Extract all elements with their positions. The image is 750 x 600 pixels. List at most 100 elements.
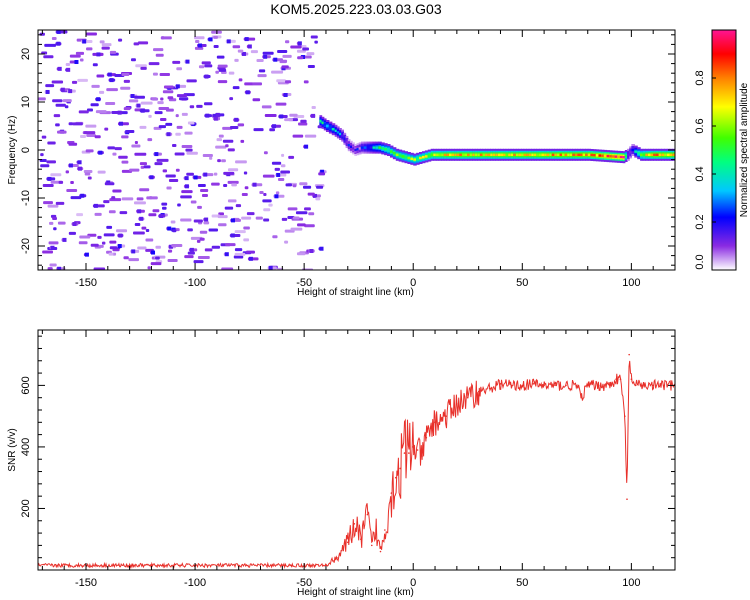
noise-speckle: [218, 68, 227, 72]
noise-speckle: [136, 197, 144, 201]
signal-peak: [528, 153, 532, 156]
noise-speckle: [165, 122, 173, 126]
signal-peak: [669, 153, 673, 156]
noise-speckle: [180, 195, 192, 199]
noise-speckle: [290, 227, 303, 231]
noise-speckle: [259, 191, 264, 195]
noise-speckle-strong: [319, 246, 324, 251]
signal-peak: [325, 124, 330, 128]
noise-speckle: [172, 60, 181, 64]
noise-speckle: [134, 95, 145, 99]
noise-speckle-strong: [241, 51, 246, 56]
noise-speckle: [194, 46, 204, 50]
noise-speckle-strong: [77, 166, 82, 171]
noise-speckle-strong: [203, 172, 208, 177]
signal-peak: [387, 148, 391, 152]
noise-speckle: [296, 252, 306, 256]
noise-speckle: [238, 78, 243, 82]
noise-speckle: [62, 99, 72, 103]
noise-speckle: [140, 101, 153, 105]
noise-speckle: [121, 135, 129, 139]
noise-speckle-strong: [175, 84, 180, 89]
snr-ytick-label: 400: [20, 438, 32, 456]
noise-speckle: [217, 159, 221, 163]
noise-speckle-strong: [224, 252, 229, 257]
noise-speckle: [304, 207, 311, 211]
noise-speckle: [232, 86, 240, 90]
noise-speckle-strong: [297, 41, 302, 46]
noise-speckle-strong: [149, 175, 154, 180]
signal-peak: [521, 153, 525, 156]
snr-data-point: [532, 383, 535, 385]
noise-speckle: [201, 61, 211, 65]
signal-peak: [595, 154, 600, 157]
noise-speckle: [288, 155, 295, 159]
spectrogram-xtick-label: -100: [184, 277, 206, 289]
noise-speckle: [275, 102, 287, 106]
noise-speckle-strong: [198, 43, 203, 48]
signal-peak: [601, 154, 605, 157]
noise-speckle: [194, 36, 205, 40]
noise-speckle: [160, 97, 164, 101]
noise-speckle: [175, 132, 181, 136]
noise-speckle: [79, 58, 84, 62]
snr-xtick-label: -150: [75, 577, 97, 589]
noise-speckle: [306, 52, 315, 56]
noise-speckle: [234, 230, 246, 234]
noise-speckle: [43, 55, 54, 59]
noise-speckle: [264, 114, 277, 118]
noise-speckle: [57, 130, 67, 134]
noise-speckle: [304, 134, 317, 138]
noise-speckle: [96, 74, 105, 78]
noise-speckle-strong: [167, 226, 172, 231]
signal-peak: [469, 153, 473, 156]
noise-speckle: [154, 111, 163, 115]
noise-speckle-strong: [137, 209, 142, 214]
signal-peak: [627, 153, 630, 156]
noise-speckle: [130, 58, 136, 62]
snr-data-point: [412, 446, 415, 448]
noise-speckle: [243, 171, 248, 175]
signal-peak: [443, 153, 447, 156]
noise-speckle: [40, 153, 44, 157]
noise-speckle: [129, 168, 140, 172]
signal-peak: [500, 153, 504, 156]
signal-peak: [433, 153, 437, 156]
noise-speckle: [133, 201, 146, 205]
noise-speckle: [237, 49, 244, 53]
noise-speckle: [69, 54, 81, 58]
snr-data-point: [576, 384, 578, 387]
noise-speckle-strong: [204, 74, 209, 79]
noise-speckle: [166, 186, 172, 190]
noise-speckle: [176, 67, 183, 71]
signal-peak: [454, 153, 458, 156]
noise-speckle: [180, 218, 192, 222]
signal-peak: [637, 152, 641, 155]
noise-speckle: [163, 85, 174, 89]
noise-speckle: [208, 228, 219, 232]
snr-data-point: [597, 384, 600, 387]
noise-speckle: [137, 41, 149, 45]
noise-speckle: [53, 227, 57, 231]
noise-speckle: [186, 79, 197, 83]
noise-speckle: [190, 200, 197, 204]
noise-speckle: [165, 174, 176, 178]
noise-speckle: [162, 206, 167, 210]
noise-speckle: [213, 172, 218, 176]
noise-speckle-strong: [230, 233, 235, 238]
noise-speckle: [79, 235, 91, 239]
noise-speckle-strong: [74, 60, 79, 65]
noise-speckle-strong: [117, 244, 122, 249]
noise-speckle: [139, 188, 150, 192]
signal-peak: [666, 153, 671, 156]
snr-data-point: [628, 353, 630, 356]
colorbar-label: Normalized spectral amplitude: [739, 82, 750, 217]
noise-speckle: [128, 99, 139, 103]
noise-speckle: [172, 143, 177, 147]
noise-speckle: [145, 238, 154, 242]
noise-speckle: [256, 59, 264, 63]
noise-speckle: [285, 183, 292, 187]
signal-peak: [503, 153, 507, 156]
noise-speckle: [112, 152, 117, 156]
noise-speckle: [148, 213, 157, 217]
